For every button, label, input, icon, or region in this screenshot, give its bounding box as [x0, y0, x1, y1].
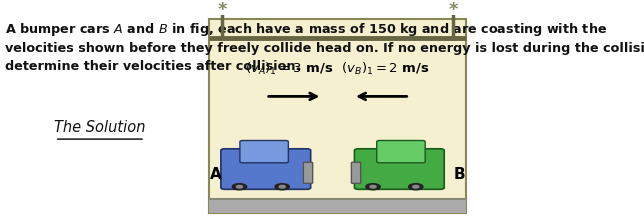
Text: $(v_A)_1 = 3$ m/s  $(v_B)_1 = 2$ m/s: $(v_A)_1 = 3$ m/s $(v_B)_1 = 2$ m/s	[245, 61, 430, 77]
Text: The Solution: The Solution	[54, 120, 146, 135]
FancyBboxPatch shape	[354, 149, 444, 189]
Circle shape	[232, 184, 247, 190]
Text: A bumper cars $\mathit{A}$ and $\mathit{B}$ in fig, each have a mass of 150 kg a: A bumper cars $\mathit{A}$ and $\mathit{…	[5, 21, 644, 73]
FancyBboxPatch shape	[209, 19, 466, 213]
Circle shape	[370, 185, 376, 188]
Circle shape	[413, 185, 419, 188]
FancyBboxPatch shape	[377, 140, 425, 163]
Circle shape	[275, 184, 289, 190]
Circle shape	[366, 184, 380, 190]
Circle shape	[279, 185, 285, 188]
Circle shape	[408, 184, 423, 190]
FancyBboxPatch shape	[209, 199, 466, 213]
Text: A: A	[210, 167, 222, 182]
Text: *: *	[218, 1, 227, 19]
FancyBboxPatch shape	[240, 140, 289, 163]
Text: *: *	[448, 1, 458, 19]
FancyBboxPatch shape	[352, 162, 361, 183]
FancyBboxPatch shape	[303, 162, 312, 183]
Circle shape	[236, 185, 243, 188]
Text: B: B	[454, 167, 466, 182]
FancyBboxPatch shape	[221, 149, 310, 189]
